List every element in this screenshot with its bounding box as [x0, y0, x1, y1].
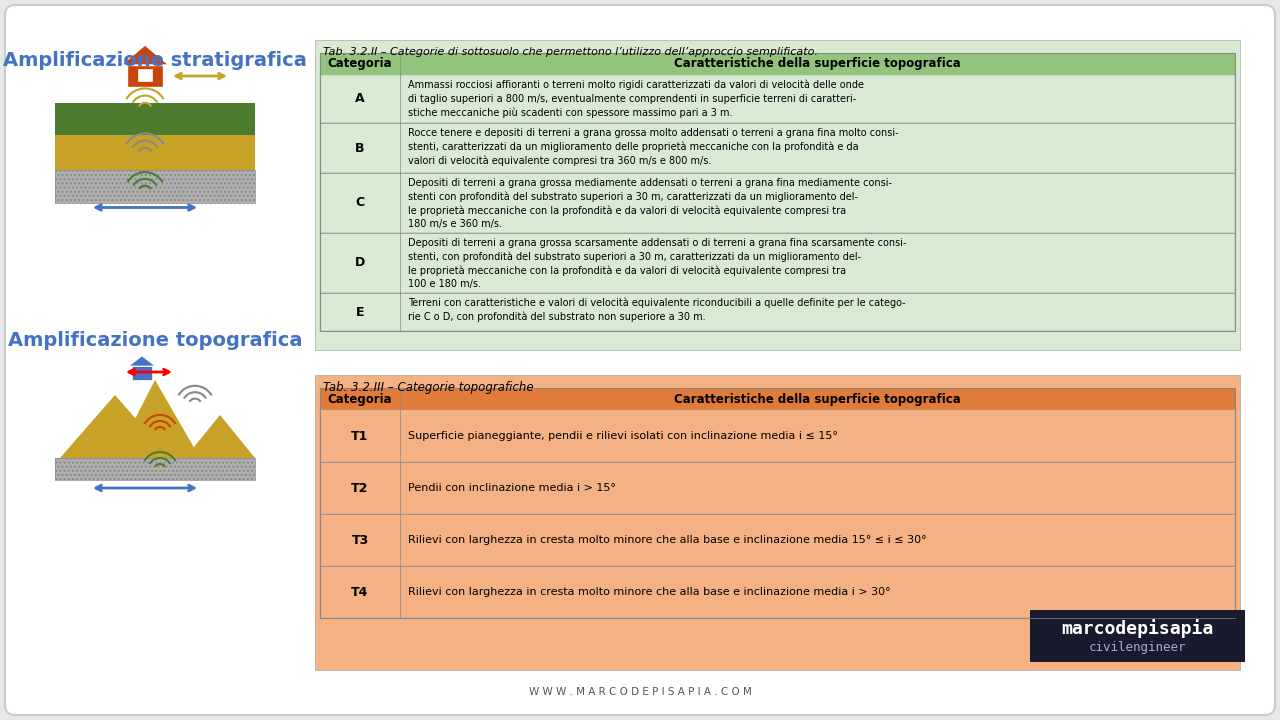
Text: Rocce tenere e depositi di terreni a grana grossa molto addensati o terreni a gr: Rocce tenere e depositi di terreni a gra… — [408, 128, 899, 166]
Text: T2: T2 — [351, 482, 369, 495]
FancyBboxPatch shape — [5, 5, 1275, 715]
Text: Tab. 3.2.II – Categorie di sottosuolo che permettono l’utilizzo dell’approccio s: Tab. 3.2.II – Categorie di sottosuolo ch… — [323, 47, 818, 57]
Bar — [320, 566, 1235, 618]
Text: Tab. 3.2.III – Categorie topografiche: Tab. 3.2.III – Categorie topografiche — [323, 380, 534, 394]
Text: Caratteristiche della superficie topografica: Caratteristiche della superficie topogra… — [675, 58, 961, 71]
Text: C: C — [356, 197, 365, 210]
Text: A: A — [355, 92, 365, 106]
Text: T1: T1 — [351, 430, 369, 443]
Text: T3: T3 — [352, 534, 369, 546]
Text: Superficie pianeggiante, pendii e rilievi isolati con inclinazione media i ≤ 15°: Superficie pianeggiante, pendii e riliev… — [408, 431, 838, 441]
Text: Terreni con caratteristiche e valori di velocità equivalente riconducibili a que: Terreni con caratteristiche e valori di … — [408, 298, 906, 323]
Bar — [320, 462, 1235, 514]
Bar — [55, 170, 255, 202]
Bar — [320, 514, 1235, 566]
Bar — [320, 173, 1235, 233]
Text: civilengineer: civilengineer — [1089, 641, 1187, 654]
Text: W W W . M A R C O D E P I S A P I A . C O M: W W W . M A R C O D E P I S A P I A . C … — [529, 687, 751, 697]
Text: Rilievi con larghezza in cresta molto minore che alla base e inclinazione media : Rilievi con larghezza in cresta molto mi… — [408, 535, 927, 545]
Text: Depositi di terreni a grana grossa scarsamente addensati o di terreni a grana fi: Depositi di terreni a grana grossa scars… — [408, 238, 906, 289]
Bar — [320, 53, 1235, 75]
Text: Caratteristiche della superficie topografica: Caratteristiche della superficie topogra… — [675, 392, 961, 405]
Bar — [55, 102, 255, 140]
Text: Rilievi con larghezza in cresta molto minore che alla base e inclinazione media : Rilievi con larghezza in cresta molto mi… — [408, 587, 891, 597]
Text: Amplificazione stratigrafica: Amplificazione stratigrafica — [3, 50, 307, 70]
Text: D: D — [355, 256, 365, 269]
Text: B: B — [356, 142, 365, 155]
Bar — [138, 69, 152, 81]
Bar — [320, 75, 1235, 123]
Bar — [132, 366, 152, 380]
Bar — [127, 65, 163, 87]
Text: Depositi di terreni a grana grossa mediamente addensati o terreni a grana fina m: Depositi di terreni a grana grossa media… — [408, 178, 892, 229]
Polygon shape — [129, 356, 155, 366]
Text: Amplificazione topografica: Amplificazione topografica — [8, 330, 302, 349]
Polygon shape — [115, 380, 200, 458]
Bar — [55, 458, 255, 480]
Bar — [1030, 610, 1245, 662]
Bar — [320, 53, 1235, 331]
Bar — [320, 293, 1235, 331]
Polygon shape — [60, 395, 170, 458]
Bar — [55, 170, 255, 202]
Bar — [320, 388, 1235, 618]
Bar — [315, 375, 1240, 670]
Bar — [55, 135, 255, 173]
Bar — [320, 233, 1235, 293]
Text: marcodepisapia: marcodepisapia — [1061, 618, 1213, 638]
Bar — [315, 40, 1240, 350]
Bar — [320, 410, 1235, 462]
Text: T4: T4 — [351, 585, 369, 598]
Bar — [320, 123, 1235, 173]
Text: Categoria: Categoria — [328, 58, 392, 71]
Bar — [55, 458, 255, 480]
Text: E: E — [356, 305, 365, 318]
Text: Categoria: Categoria — [328, 392, 392, 405]
Bar — [320, 388, 1235, 410]
Text: Pendii con inclinazione media i > 15°: Pendii con inclinazione media i > 15° — [408, 483, 616, 493]
Text: Ammassi rocciosi affioranti o terreni molto rigidi caratterizzati da valori di v: Ammassi rocciosi affioranti o terreni mo… — [408, 80, 864, 117]
Polygon shape — [122, 45, 169, 65]
Polygon shape — [186, 415, 255, 458]
